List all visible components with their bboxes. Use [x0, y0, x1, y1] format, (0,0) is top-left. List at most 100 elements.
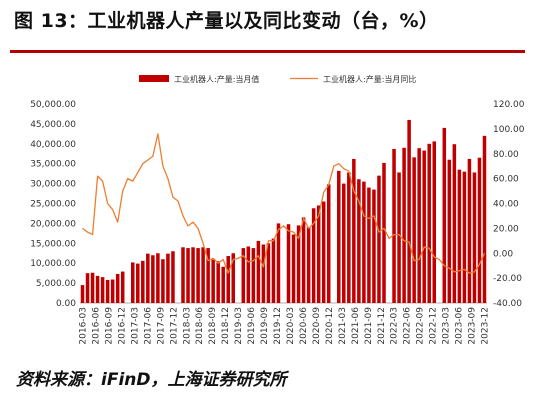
y-left-tick-label: 10,000.00 — [30, 259, 76, 269]
x-tick-label: 2019-12 — [273, 307, 283, 345]
y-left-tick-label: 25,000.00 — [30, 200, 76, 210]
production-bar — [417, 148, 421, 303]
x-tick-label: 2018-06 — [195, 307, 205, 345]
production-bar — [201, 247, 205, 303]
production-bar — [472, 172, 477, 303]
production-bar — [382, 162, 386, 303]
y-right-tick-label: 60.00 — [493, 175, 519, 185]
production-bar — [427, 143, 431, 303]
legend-bar-label: 工业机器人:产量:当月值 — [174, 74, 259, 84]
production-bar — [105, 279, 110, 303]
y-left-tick-label: 30,000.00 — [30, 180, 76, 190]
y-right-tick-label: 0.00 — [493, 249, 513, 259]
production-bar — [276, 223, 281, 303]
x-tick-label: 2017-03 — [130, 307, 140, 345]
x-tick-label: 2018-09 — [208, 307, 218, 345]
production-bar — [186, 248, 190, 303]
yoy-line — [82, 133, 486, 274]
production-bar — [95, 275, 100, 303]
x-tick-label: 2019-09 — [260, 307, 270, 345]
production-bar — [377, 175, 381, 303]
production-bar — [357, 179, 361, 303]
x-tick-label: 2020-03 — [286, 307, 296, 345]
y-left-tick-label: 45,000.00 — [30, 120, 76, 130]
production-bar — [482, 135, 487, 303]
x-tick-label: 2019-03 — [234, 307, 244, 345]
production-bar — [166, 253, 170, 303]
source-note: 资料来源：iFinD，上海证券研究所 — [16, 370, 287, 390]
production-bar — [477, 157, 482, 303]
production-bar — [226, 256, 230, 303]
production-bar — [136, 263, 140, 303]
production-bar — [311, 208, 316, 303]
production-bar — [422, 150, 426, 303]
production-bar — [316, 205, 321, 303]
production-bar — [161, 259, 165, 303]
production-bar — [291, 234, 296, 303]
y-left-tick-label: 35,000.00 — [30, 160, 76, 170]
y-right-tick-label: -40.00 — [493, 299, 522, 309]
production-bar — [151, 255, 155, 303]
production-bar — [206, 248, 210, 303]
x-tick-label: 2020-09 — [312, 307, 322, 345]
production-bar — [115, 273, 120, 303]
y-right-tick-label: -20.00 — [493, 274, 522, 284]
x-tick-label: 2017-06 — [143, 307, 153, 345]
x-tick-label: 2018-12 — [221, 307, 231, 345]
production-bar — [367, 187, 371, 303]
production-bar — [141, 260, 145, 303]
x-tick-label: 2023-12 — [480, 307, 490, 345]
production-bar — [261, 244, 266, 303]
production-bar — [352, 158, 356, 303]
y-left-tick-label: 15,000.00 — [30, 239, 76, 249]
production-bar — [412, 157, 416, 303]
legend-line-label: 工业机器人:产量:当月同比 — [323, 74, 416, 84]
production-bar — [131, 262, 135, 303]
production-bar — [337, 170, 341, 303]
production-bar — [362, 181, 366, 303]
production-bar — [397, 172, 401, 303]
production-bar — [321, 201, 326, 303]
x-tick-label: 2021-03 — [338, 307, 348, 345]
production-bar — [171, 251, 175, 303]
x-tick-label: 2019-06 — [247, 307, 257, 345]
production-bar — [266, 243, 271, 303]
production-bar — [347, 172, 351, 303]
production-bar — [191, 247, 195, 303]
production-bar — [467, 158, 472, 303]
production-bar — [392, 148, 396, 303]
production-bar — [241, 248, 246, 303]
production-bar — [146, 253, 150, 303]
title-underline — [10, 50, 525, 53]
production-bar — [372, 189, 376, 303]
production-bar — [342, 183, 346, 303]
production-bar — [432, 141, 436, 303]
production-bar — [80, 285, 85, 303]
x-tick-label: 2022-03 — [390, 307, 400, 345]
x-tick-label: 2020-12 — [325, 307, 335, 345]
x-tick-label: 2021-06 — [351, 307, 361, 345]
production-bar — [301, 217, 306, 303]
production-bar — [196, 248, 200, 303]
x-tick-label: 2018-03 — [182, 307, 192, 345]
x-tick-label: 2020-06 — [299, 307, 309, 345]
y-right-tick-label: 100.00 — [493, 125, 525, 135]
x-tick-label: 2017-12 — [169, 307, 179, 345]
production-bar — [286, 224, 291, 303]
production-bar — [402, 147, 406, 303]
y-left-tick-label: 0.00 — [56, 299, 76, 309]
x-tick-label: 2023-09 — [468, 307, 478, 345]
y-right-tick-label: 120.00 — [493, 100, 525, 110]
y-left-tick-label: 20,000.00 — [30, 219, 76, 229]
production-bar — [216, 261, 220, 303]
production-bar — [181, 247, 185, 303]
x-tick-label: 2021-09 — [364, 307, 374, 345]
x-tick-label: 2016-12 — [117, 307, 127, 345]
x-tick-label: 2016-09 — [104, 307, 114, 345]
production-bar — [100, 277, 105, 303]
production-bar — [462, 171, 467, 303]
production-bar — [271, 238, 276, 303]
x-tick-label: 2022-06 — [403, 307, 413, 345]
x-tick-label: 2016-06 — [91, 307, 101, 345]
chart-title: 图 13：工业机器人产量以及同比变动（台，%） — [14, 10, 439, 32]
